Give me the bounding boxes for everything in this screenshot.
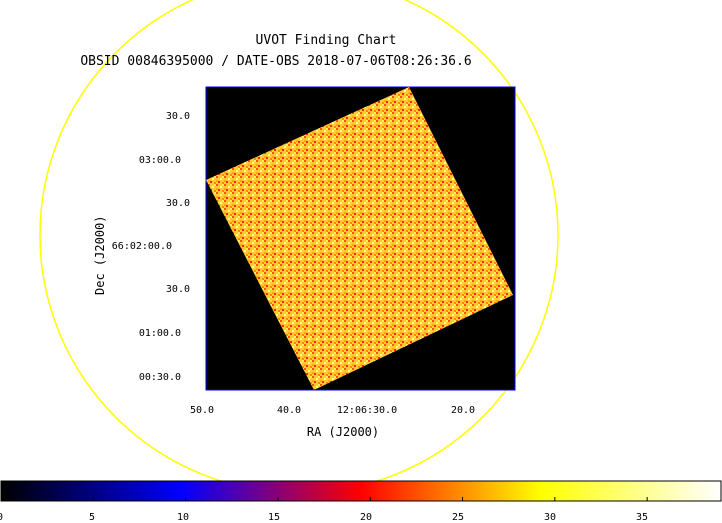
y-tick-label: 00:30.0 xyxy=(138,372,181,383)
colorbar-tick-label: 25 xyxy=(451,512,465,523)
y-tick-label: 03:00.0 xyxy=(138,155,181,166)
chart-subtitle: OBSID 00846395000 / DATE-OBS 2018-07-06T… xyxy=(80,54,472,69)
y-axis-label: Dec (J2000) xyxy=(93,215,107,295)
colorbar-tick-label: 10 xyxy=(176,512,190,523)
colorbar xyxy=(0,480,722,502)
y-tick-label: 30.0 xyxy=(165,284,190,295)
x-tick-label: 12:06:30.0 xyxy=(336,405,398,416)
y-tick-label: 01:00.0 xyxy=(138,328,181,339)
x-axis-label: RA (J2000) xyxy=(306,425,380,439)
chart-title: UVOT Finding Chart xyxy=(255,33,397,48)
colorbar-tick-label: 30 xyxy=(543,512,557,523)
y-tick-label: 66:02:00.0 xyxy=(111,241,172,252)
colorbar-tick-label: 20 xyxy=(359,512,373,523)
x-tick-label: 40.0 xyxy=(276,405,302,416)
y-tick-label: 30.0 xyxy=(165,111,190,122)
y-tick-label: 30.0 xyxy=(165,198,190,209)
x-tick-label: 50.0 xyxy=(189,405,215,416)
colorbar-tick-label: 5 xyxy=(88,512,96,523)
exposure-region xyxy=(206,87,513,390)
colorbar-tick-label: 15 xyxy=(267,512,281,523)
colorbar-tickmarks xyxy=(0,497,648,501)
x-tick-label: 20.0 xyxy=(450,405,476,416)
colorbar-tick-label: 35 xyxy=(635,512,649,523)
colorbar-tick-label: 0 xyxy=(0,512,15,523)
